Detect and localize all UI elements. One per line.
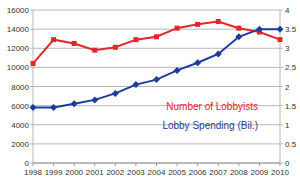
x-tick [74, 163, 75, 166]
x-tick-label: 2000 [65, 168, 83, 177]
marker [31, 61, 36, 66]
x-tick [177, 163, 178, 166]
x-tick-label: 2007 [209, 168, 227, 177]
y-tick-label: 4000 [11, 121, 29, 130]
x-tick [259, 163, 260, 166]
y-tick-label: 8000 [11, 83, 29, 92]
grid-line [33, 10, 280, 11]
x-tick [53, 163, 54, 166]
x-tick-label: 2010 [271, 168, 289, 177]
x-tick [156, 163, 157, 166]
series-line [33, 21, 280, 63]
marker [153, 76, 160, 83]
x-tick-label: 2002 [106, 168, 124, 177]
marker [278, 37, 283, 42]
x-tick [218, 163, 219, 166]
marker [236, 26, 241, 31]
y-tick-label: 14000 [7, 25, 30, 34]
x-tick-label: 1998 [24, 168, 42, 177]
grid-line [33, 67, 280, 68]
marker [256, 26, 263, 33]
x-tick [115, 163, 116, 166]
y2-axis [280, 10, 281, 163]
marker [112, 90, 119, 97]
x-tick-label: 2008 [230, 168, 248, 177]
plot-area [30, 19, 284, 111]
grid-line [33, 86, 280, 87]
x-tick [33, 163, 34, 166]
grid-line [33, 143, 280, 144]
x-tick [94, 163, 95, 166]
marker [91, 96, 98, 103]
y2-tick-label: 4 [285, 6, 290, 15]
y2-tick-label: 1.5 [285, 102, 297, 111]
marker [235, 33, 242, 40]
y-tick-label: 6000 [11, 102, 29, 111]
marker [51, 37, 56, 42]
legend-entry: Number of Lobbyists [166, 101, 258, 112]
grid-line [33, 48, 280, 49]
x-tick-label: 2009 [251, 168, 269, 177]
y2-tick-label: 3 [285, 44, 290, 53]
y2-tick-label: 1 [285, 121, 290, 130]
marker [195, 22, 200, 27]
marker [277, 26, 284, 33]
x-tick [238, 163, 239, 166]
x-tick [135, 163, 136, 166]
series-line [33, 29, 280, 107]
chart-svg: 020004000600080001000012000140001600000.… [0, 0, 300, 184]
y2-tick-label: 3.5 [285, 25, 297, 34]
marker [154, 34, 159, 39]
x-tick-label: 1999 [45, 168, 63, 177]
marker [215, 50, 222, 57]
marker [50, 104, 57, 111]
y-tick-label: 2000 [11, 140, 29, 149]
x-tick-label: 2003 [127, 168, 145, 177]
y-axis [33, 10, 34, 163]
y2-tick-label: 0.5 [285, 140, 297, 149]
marker [30, 104, 37, 111]
y-tick-label: 16000 [7, 6, 30, 15]
x-tick-label: 2005 [168, 168, 186, 177]
marker [132, 81, 139, 88]
marker [175, 26, 180, 31]
y2-tick-label: 2 [285, 83, 290, 92]
x-tick [197, 163, 198, 166]
marker [72, 41, 77, 46]
x-tick-label: 2001 [86, 168, 104, 177]
y-tick-label: 0 [25, 159, 30, 168]
marker [194, 59, 201, 66]
y-tick-label: 10000 [7, 63, 30, 72]
chart-container: 020004000600080001000012000140001600000.… [0, 0, 300, 184]
marker [71, 100, 78, 107]
y-tick-label: 12000 [7, 44, 30, 53]
x-tick-label: 2004 [148, 168, 166, 177]
legend-entry: Lobby Spending (Bil.) [162, 120, 258, 131]
marker [174, 67, 181, 74]
marker [92, 48, 97, 53]
marker [113, 45, 118, 50]
y2-tick-label: 0 [285, 159, 290, 168]
x-tick-label: 2006 [189, 168, 207, 177]
x-tick [280, 163, 281, 166]
y2-tick-label: 2.5 [285, 63, 297, 72]
marker [133, 37, 138, 42]
marker [216, 19, 221, 24]
